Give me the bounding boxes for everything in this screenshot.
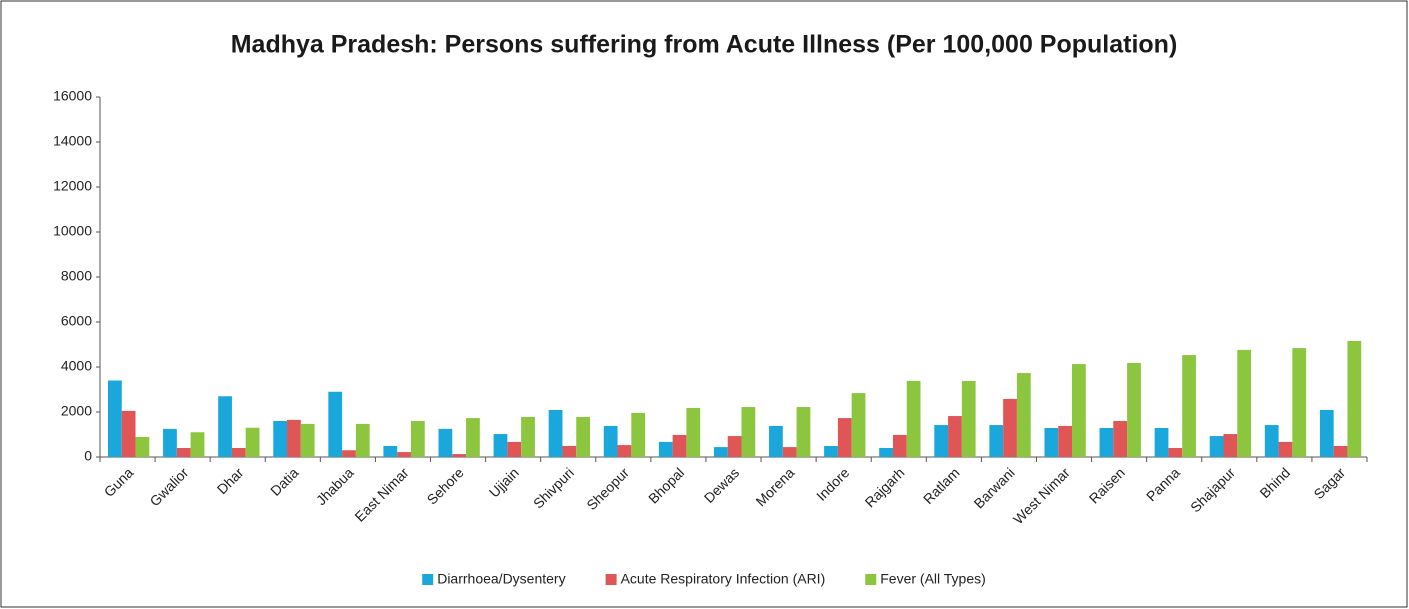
bar bbox=[631, 412, 646, 457]
bar bbox=[190, 432, 205, 457]
bar bbox=[769, 425, 783, 457]
bar bbox=[617, 445, 632, 457]
y-tick-label: 12000 bbox=[53, 178, 92, 194]
bar bbox=[713, 447, 728, 457]
bar bbox=[1347, 340, 1362, 457]
bar bbox=[107, 380, 122, 457]
bar bbox=[837, 418, 852, 457]
bar bbox=[1099, 427, 1114, 457]
bar bbox=[1319, 409, 1334, 457]
bar bbox=[603, 425, 618, 457]
legend-swatch bbox=[422, 574, 434, 585]
bar bbox=[287, 419, 301, 457]
bar bbox=[410, 421, 425, 457]
bar bbox=[300, 423, 315, 457]
y-tick-label: 10000 bbox=[53, 223, 92, 239]
y-tick-label: 0 bbox=[84, 448, 92, 464]
legend-swatch bbox=[865, 574, 877, 585]
bar bbox=[796, 407, 811, 457]
bar bbox=[1154, 427, 1169, 457]
bar bbox=[658, 441, 673, 457]
y-tick-label: 4000 bbox=[61, 358, 92, 374]
bar bbox=[383, 445, 398, 457]
bar bbox=[1264, 425, 1279, 457]
bar bbox=[507, 441, 522, 457]
bar bbox=[741, 407, 756, 457]
y-tick-label: 14000 bbox=[53, 133, 92, 149]
bar bbox=[245, 427, 260, 457]
bar bbox=[218, 396, 232, 457]
bar bbox=[1209, 436, 1224, 457]
legend-label: Acute Respiratory Infection (ARI) bbox=[621, 571, 826, 587]
bar bbox=[521, 416, 535, 457]
legend-swatch bbox=[605, 574, 617, 585]
bar bbox=[231, 448, 246, 457]
bar bbox=[576, 416, 590, 457]
bar bbox=[961, 380, 976, 457]
y-tick-label: 8000 bbox=[61, 268, 92, 284]
bar bbox=[851, 393, 866, 457]
bar bbox=[1182, 355, 1196, 457]
bar bbox=[397, 452, 411, 457]
y-tick-label: 16000 bbox=[53, 88, 92, 104]
chart-title: Madhya Pradesh: Persons suffering from A… bbox=[231, 31, 1178, 59]
bar bbox=[1016, 373, 1031, 457]
bar bbox=[562, 445, 577, 457]
bar bbox=[548, 409, 563, 457]
bar bbox=[1044, 427, 1059, 457]
bar bbox=[1278, 441, 1293, 457]
bar bbox=[879, 448, 893, 457]
bar bbox=[1072, 364, 1086, 457]
legend-label: Fever (All Types) bbox=[880, 571, 986, 587]
bar bbox=[273, 421, 288, 457]
bar bbox=[135, 436, 150, 457]
bar bbox=[1292, 348, 1307, 457]
bar bbox=[452, 454, 467, 457]
bar bbox=[328, 391, 343, 457]
bar bbox=[948, 416, 962, 457]
bar bbox=[493, 434, 508, 457]
bar bbox=[355, 423, 370, 457]
legend-label: Diarrhoea/Dysentery bbox=[437, 571, 565, 587]
bar bbox=[1237, 349, 1252, 457]
y-tick-label: 2000 bbox=[61, 403, 92, 419]
bar bbox=[1127, 362, 1141, 457]
bar bbox=[824, 445, 838, 457]
bar bbox=[121, 410, 136, 457]
bar bbox=[906, 380, 921, 457]
bar bbox=[438, 428, 453, 457]
bar bbox=[1333, 445, 1348, 457]
bar bbox=[163, 428, 177, 457]
bar bbox=[892, 434, 907, 457]
bar bbox=[989, 425, 1004, 457]
bar bbox=[1003, 398, 1017, 457]
bar bbox=[672, 434, 687, 457]
bar bbox=[1058, 425, 1073, 457]
bar bbox=[342, 450, 356, 457]
bar bbox=[727, 436, 742, 457]
bar bbox=[1223, 434, 1238, 457]
bar bbox=[1168, 448, 1183, 457]
bar bbox=[782, 447, 797, 457]
bar bbox=[686, 407, 701, 457]
y-tick-label: 6000 bbox=[61, 313, 92, 329]
bar bbox=[1113, 421, 1128, 457]
bar bbox=[176, 448, 191, 457]
bar bbox=[934, 425, 949, 457]
bar bbox=[466, 418, 480, 457]
